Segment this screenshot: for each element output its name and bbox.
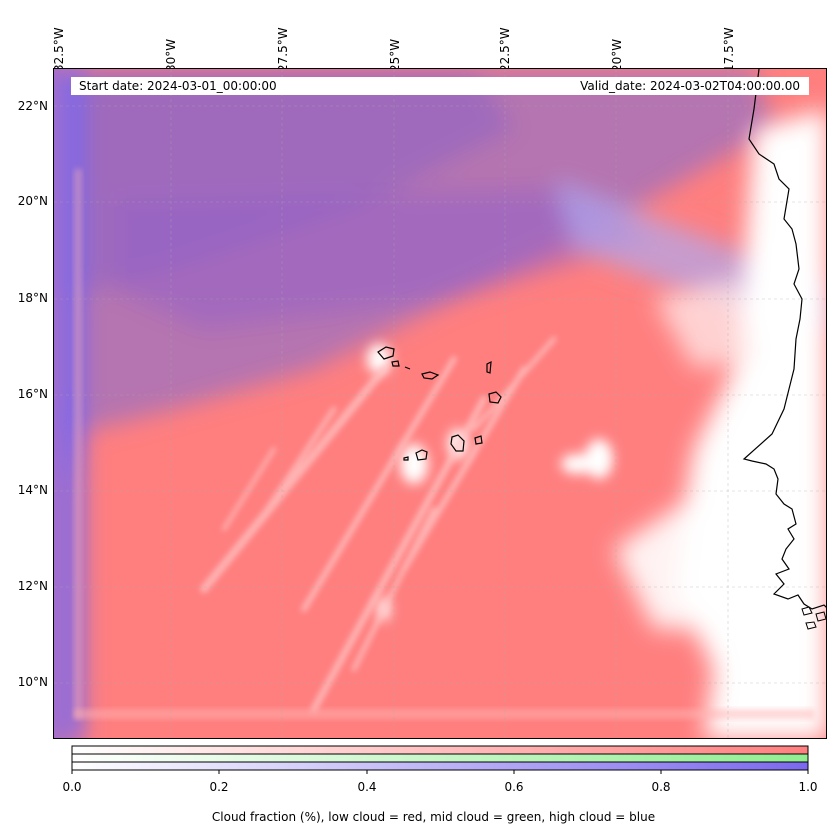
high-cloud-layer — [54, 69, 826, 738]
colorbar-tick-5: 1.0 — [798, 780, 818, 794]
lon-label-17.5w: 17.5°W — [722, 27, 736, 72]
valid-date-label: Valid_date: 2024-03-02T04:00:00.00 — [580, 79, 800, 93]
lat-label-12n: 12°N — [17, 579, 48, 593]
lat-label-10n: 10°N — [17, 675, 48, 689]
lon-label-22.5w: 22.5°W — [498, 27, 512, 72]
start-date-label: Start date: 2024-03-01_00:00:00 — [79, 79, 277, 93]
graticule — [54, 69, 826, 738]
colorbar-mid — [71, 753, 809, 763]
colorbar-tick-0: 0.0 — [62, 780, 82, 794]
lon-label-27.5w: 27.5°W — [276, 27, 290, 72]
lon-label-32.5w: 32.5°W — [52, 27, 66, 72]
african-coastline — [742, 69, 826, 610]
colorbar-tick-3: 0.6 — [504, 780, 524, 794]
colorbar-tick-2: 0.4 — [357, 780, 377, 794]
bijagos-islands — [801, 606, 826, 630]
map-panel[interactable] — [53, 68, 827, 739]
lat-label-22n: 22°N — [17, 99, 48, 113]
colorbar-high — [71, 761, 809, 771]
clear-sky-area — [614, 109, 826, 738]
lat-label-16n: 16°N — [17, 387, 48, 401]
date-bar: Start date: 2024-03-01_00:00:00 Valid_da… — [71, 77, 809, 95]
lat-label-20n: 20°N — [17, 194, 48, 208]
lon-label-30w: 30°W — [164, 38, 178, 72]
colorbar — [71, 745, 809, 774]
lat-label-18n: 18°N — [17, 291, 48, 305]
colorbar-label: Cloud fraction (%), low cloud = red, mid… — [211, 810, 656, 824]
cloud-fraction-map — [54, 69, 826, 738]
lon-label-20w: 20°W — [610, 38, 624, 72]
colorbar-tick-4: 0.8 — [651, 780, 671, 794]
lon-label-25w: 25°W — [388, 38, 402, 72]
colorbar-low — [71, 745, 809, 755]
cape-verde-islands — [377, 346, 502, 461]
lat-label-14n: 14°N — [17, 483, 48, 497]
colorbar-tick-1: 0.2 — [209, 780, 229, 794]
